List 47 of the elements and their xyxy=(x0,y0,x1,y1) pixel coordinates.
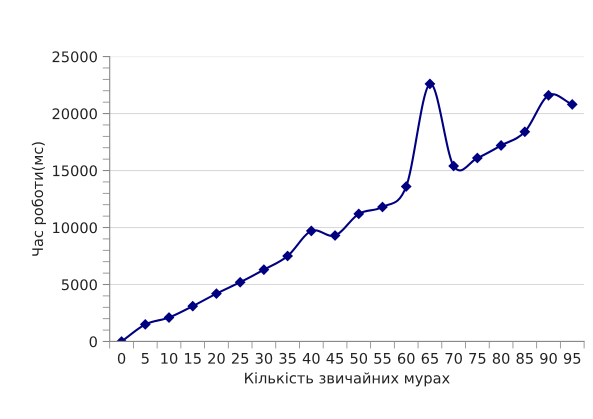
x-tick-label: 15 xyxy=(185,353,201,364)
point xyxy=(282,250,293,262)
point xyxy=(354,208,364,219)
point xyxy=(448,160,459,172)
point xyxy=(188,301,198,312)
point xyxy=(496,140,506,151)
x-tick-label: 35 xyxy=(279,352,296,364)
x-tick-label: 95 xyxy=(564,352,580,364)
x-tick-label: 75 xyxy=(469,353,486,364)
point xyxy=(330,230,340,241)
point xyxy=(211,288,222,299)
y-axis-title: Час роботи(мс) xyxy=(32,142,46,256)
x-tick-label: 85 xyxy=(516,352,533,364)
x-tick-label: 70 xyxy=(446,352,462,364)
x-tick-label: 25 xyxy=(232,352,248,364)
x-tick-label: 5 xyxy=(142,353,149,364)
point xyxy=(164,312,174,323)
x-tick-label: 90 xyxy=(540,352,557,364)
point xyxy=(424,78,436,90)
y-tick-label: 15000 xyxy=(53,165,97,176)
x-tick-label: 60 xyxy=(398,352,415,364)
point xyxy=(567,99,578,110)
point xyxy=(235,277,246,288)
y-tick-label: 10000 xyxy=(53,222,97,234)
point xyxy=(543,90,554,100)
x-tick-label: 30 xyxy=(256,352,272,364)
y-tick-label: 5000 xyxy=(62,279,97,290)
x-tick-label: 40 xyxy=(302,352,320,364)
point xyxy=(306,226,316,236)
x-tick-label: 45 xyxy=(326,353,344,364)
x-tick-label: 10 xyxy=(161,352,178,364)
point xyxy=(140,319,150,330)
point xyxy=(258,264,269,275)
x-tick-label: 55 xyxy=(374,353,390,364)
point xyxy=(472,152,482,164)
x-tick-label: 65 xyxy=(422,352,438,364)
x-tick-label: 0 xyxy=(118,352,126,364)
x-tick-label: 80 xyxy=(492,352,510,364)
x-tick-label: 50 xyxy=(350,352,368,364)
x-axis-title: Кількість звичайних мурах xyxy=(245,372,450,386)
point xyxy=(401,181,412,192)
point xyxy=(377,202,388,212)
x-tick-label: 20 xyxy=(208,352,225,364)
y-tick-label: 25000 xyxy=(52,51,97,62)
point xyxy=(520,126,530,137)
y-tick-label: 20000 xyxy=(52,108,97,120)
y-tick-label: 0 xyxy=(90,336,97,348)
